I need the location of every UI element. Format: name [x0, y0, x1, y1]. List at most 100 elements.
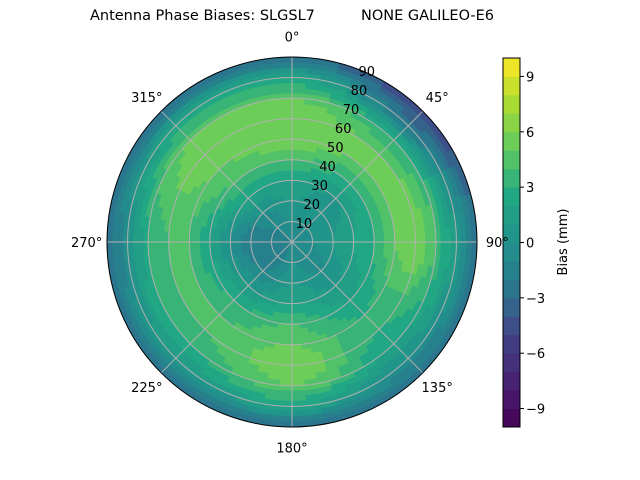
colorbar-tick-label: 0 — [526, 237, 534, 252]
contour-cell — [276, 410, 293, 418]
colorbar-tick-label: −3 — [526, 292, 545, 307]
contour-cell — [284, 154, 293, 161]
radial-tick-label: 90 — [359, 65, 376, 80]
contour-cell — [214, 241, 221, 250]
contour-cell — [282, 338, 293, 346]
contour-cell — [424, 241, 432, 255]
contour-cell — [230, 236, 236, 243]
contour-cell — [281, 128, 293, 135]
axis-labels: 0° 45° 90° 135° 180° 225° 270° 315° 10 20 30 40 50 60… — [71, 31, 509, 457]
contour-cell — [291, 174, 299, 181]
contour-cell — [285, 303, 293, 310]
colorbar: −9 −6 −3 0 3 6 9 Bias (mm) — [502, 57, 571, 428]
contour-cell — [342, 241, 349, 248]
contour-cell — [291, 87, 306, 94]
contour-cell — [291, 159, 300, 166]
contour-cell — [194, 233, 201, 243]
contour-cell — [281, 123, 293, 130]
colorbar-tick-label: −9 — [526, 403, 545, 418]
contour-cell — [209, 234, 216, 243]
contour-cell — [291, 298, 298, 304]
contour-cell — [291, 277, 296, 284]
angular-gridline — [160, 110, 293, 243]
contour-cell — [152, 229, 160, 243]
contour-cell — [194, 241, 201, 251]
contour-cell — [291, 395, 307, 402]
contour-cell — [337, 232, 344, 239]
contour-cell — [404, 241, 411, 253]
contour-cell — [404, 231, 411, 243]
contour-cell — [368, 234, 375, 243]
contour-cell — [281, 185, 288, 192]
colorbar-segment — [503, 113, 520, 133]
colorbar-segment — [503, 205, 520, 225]
contour-cell — [291, 303, 299, 310]
contour-cell — [348, 241, 354, 248]
colorbar-segment — [503, 242, 520, 262]
contour-cell — [419, 241, 426, 254]
contour-cell — [281, 354, 293, 361]
contour-cell — [250, 241, 257, 246]
contour-cell — [342, 231, 349, 238]
contour-cell — [291, 369, 304, 376]
angular-gridline — [160, 241, 293, 374]
contour-cell — [291, 154, 300, 161]
contour-cell — [399, 241, 406, 253]
contour-cell — [291, 338, 302, 346]
contour-cell — [383, 233, 390, 243]
contour-cell — [291, 349, 303, 356]
contour-cell — [286, 185, 293, 192]
contour-cell — [291, 282, 297, 289]
angle-tick-label: 135° — [422, 381, 453, 396]
contour-cell — [383, 241, 390, 251]
contour-cell — [291, 66, 308, 74]
contour-cell — [460, 226, 468, 243]
contour-cell — [284, 164, 293, 171]
contour-cell — [132, 227, 139, 243]
colorbar-segment — [503, 297, 520, 317]
contour-cell — [291, 410, 308, 418]
contour-cell — [295, 287, 302, 294]
contour-cell — [286, 180, 293, 186]
contour-cell — [291, 354, 303, 361]
contour-cell — [332, 237, 339, 243]
contour-cell — [219, 241, 226, 249]
angle-tick-label: 315° — [131, 91, 162, 106]
angle-tick-label: 45° — [426, 91, 449, 106]
contour-cell — [178, 241, 185, 253]
contour-cell — [353, 241, 360, 249]
angle-tick-label: 270° — [71, 236, 102, 251]
radial-tick-label: 20 — [303, 198, 320, 213]
contour-cell — [284, 323, 293, 330]
angle-tick-label: 90° — [486, 236, 509, 251]
polar-spine — [106, 56, 478, 428]
colorbar-segment — [503, 187, 520, 207]
contour-cell — [291, 390, 306, 397]
contour-cell — [277, 395, 293, 402]
contour-cell — [291, 287, 297, 294]
contour-cell — [281, 349, 293, 356]
contour-cell — [284, 318, 293, 325]
contour-cell — [214, 234, 221, 243]
contour-cell — [199, 241, 206, 251]
colorbar-tick-label: 9 — [526, 70, 534, 85]
contour-cell — [284, 313, 293, 320]
contour-cell — [219, 235, 226, 243]
colorbar-tick-label: −6 — [526, 347, 545, 362]
contour-cell — [137, 241, 144, 256]
contour-cell — [291, 169, 299, 176]
contour-cell — [288, 200, 293, 207]
contour-field — [106, 56, 478, 428]
contour-cell — [291, 318, 300, 325]
contour-cell — [245, 241, 252, 247]
colorbar-segment — [503, 408, 520, 428]
colorbar-tick-label: 3 — [526, 181, 534, 196]
angle-tick-label: 225° — [131, 381, 162, 396]
contour-cell — [278, 87, 293, 94]
contour-cell — [291, 328, 301, 335]
contour-cell — [276, 66, 293, 74]
contour-cell — [199, 233, 206, 243]
contour-cell — [291, 308, 299, 315]
contour-cell — [240, 245, 247, 252]
